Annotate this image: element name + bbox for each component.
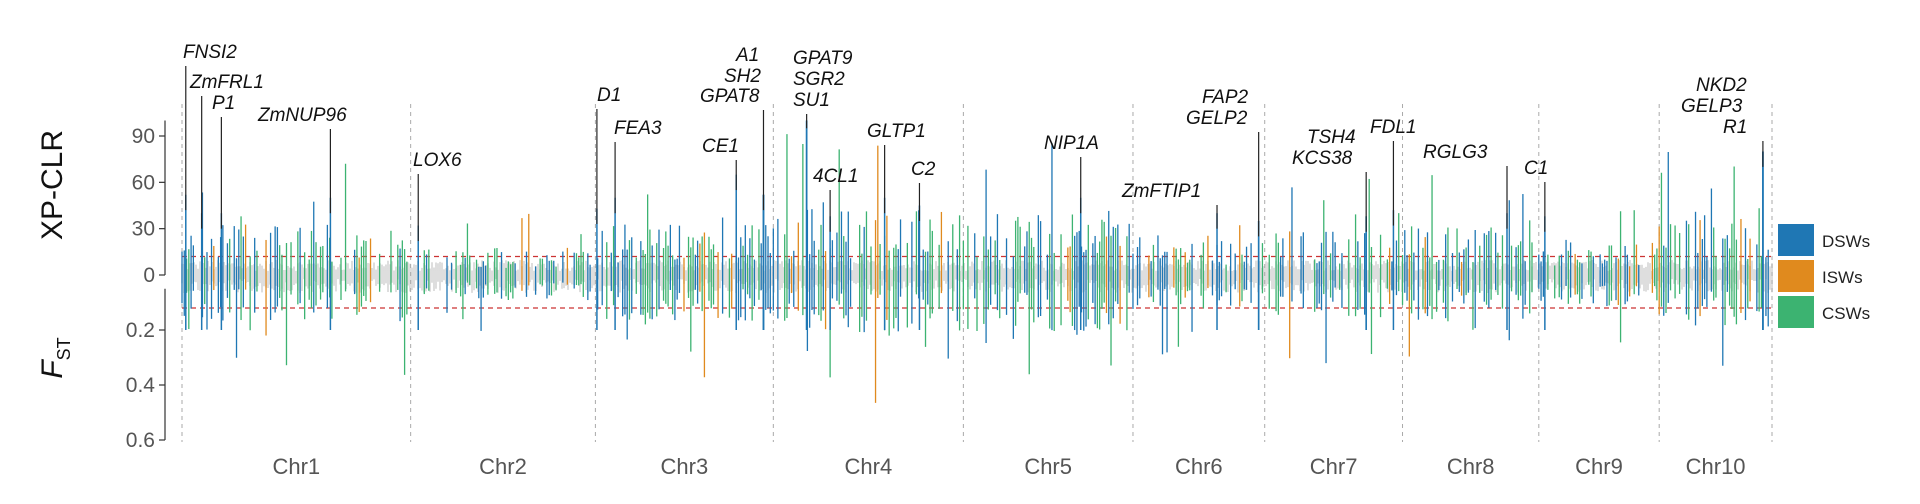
gene-label: GELP3	[1681, 96, 1743, 117]
legend-label: CSWs	[1822, 304, 1870, 323]
gene-label: ZmFRL1	[189, 72, 264, 93]
chromosome-label: Chr5	[1024, 454, 1072, 479]
gene-label: FNSI2	[183, 42, 237, 63]
xpclr-tick-label: 90	[132, 125, 155, 148]
fst-tick-label: 0.6	[126, 429, 155, 452]
gene-label: SH2	[724, 66, 761, 87]
legend-label: ISWs	[1822, 268, 1863, 287]
xpclr-tick-label: 60	[132, 171, 155, 194]
xpclr-tick-label: 0	[143, 264, 155, 287]
gene-label: GELP2	[1186, 108, 1248, 129]
fst-tick-label: 0.4	[126, 374, 156, 397]
gene-label: RGLG3	[1423, 142, 1488, 163]
gene-label: GPAT9	[793, 48, 853, 69]
chromosome-label: Chr2	[479, 454, 527, 479]
fst-axis-title-main: F	[36, 359, 69, 379]
gene-label: SU1	[793, 90, 830, 111]
gene-label: FDL1	[1370, 117, 1416, 138]
gene-label: 4CL1	[813, 166, 858, 187]
chromosome-label: Chr10	[1686, 454, 1746, 479]
chromosome-label: Chr8	[1447, 454, 1495, 479]
gene-label: D1	[597, 85, 621, 106]
gene-label: C1	[1524, 158, 1548, 179]
gene-label: GLTP1	[867, 121, 926, 142]
chromosome-label: Chr1	[272, 454, 320, 479]
gene-label: KCS38	[1292, 148, 1353, 169]
chromosome-label: Chr3	[661, 454, 709, 479]
gene-label: FEA3	[614, 118, 662, 139]
chromosome-label: Chr4	[845, 454, 893, 479]
legend-swatch	[1778, 260, 1814, 292]
legend-label: DSWs	[1822, 232, 1870, 251]
legend-swatch	[1778, 224, 1814, 256]
gene-label: P1	[212, 93, 235, 114]
gene-label: LOX6	[413, 150, 462, 171]
fst-axis-title: FST	[36, 337, 74, 378]
gene-label: NKD2	[1696, 75, 1747, 96]
xpclr-tick-label: 30	[132, 218, 155, 241]
xpclr-axis-title: XP-CLR	[36, 130, 69, 240]
gene-label: C2	[911, 159, 936, 180]
gene-label: GPAT8	[700, 86, 760, 107]
chromosome-label: Chr7	[1310, 454, 1358, 479]
y-axes: 0 30 60 90 0.2 0.4 0.6	[126, 120, 166, 452]
fst-tick-label: 0.2	[126, 319, 155, 342]
gene-label: CE1	[702, 136, 739, 157]
legend-swatch	[1778, 296, 1814, 328]
gene-label: FAP2	[1202, 87, 1249, 108]
chromosome-labels: Chr1 Chr2 Chr3 Chr4 Chr5 Chr6 Chr7 Chr8 Chr9 Chr1…	[272, 454, 1745, 479]
chromosome-label: Chr9	[1575, 454, 1623, 479]
gene-label: ZmNUP96	[257, 105, 347, 126]
fst-axis-title-sub: ST	[54, 337, 74, 360]
gene-label: R1	[1723, 117, 1747, 138]
gene-label: TSH4	[1307, 127, 1356, 148]
legend: DSWs ISWs CSWs	[1778, 224, 1870, 328]
gene-label: SGR2	[793, 69, 845, 90]
gene-annotations: FNSI2ZmFRL1P1ZmNUP96LOX6D1FEA3CE1A1SH2GP…	[183, 42, 1764, 242]
chromosome-label: Chr6	[1175, 454, 1223, 479]
selection-signal-bars	[181, 120, 1769, 403]
gene-label: ZmFTIP1	[1121, 181, 1201, 202]
gene-label: NIP1A	[1044, 133, 1099, 154]
gene-label: A1	[735, 45, 759, 66]
